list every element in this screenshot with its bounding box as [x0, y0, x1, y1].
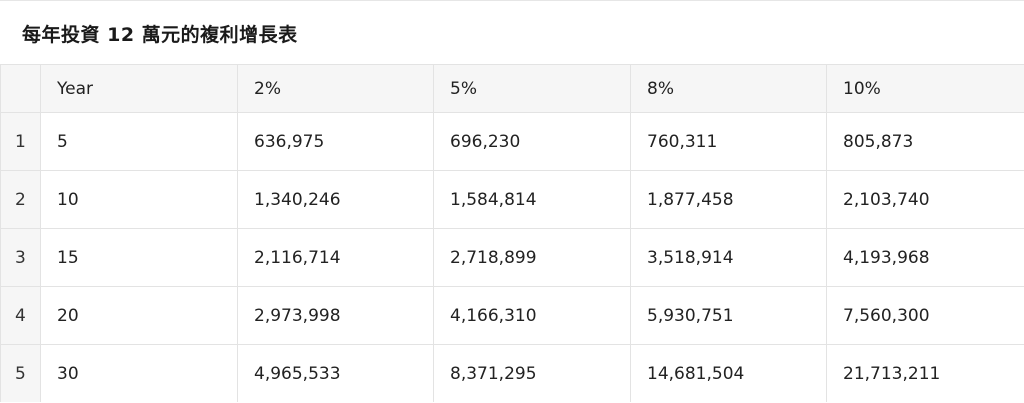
- cell-year[interactable]: 5: [40, 112, 238, 171]
- row-number: 1: [0, 112, 41, 171]
- cell-10-percent[interactable]: 7,560,300: [826, 286, 1024, 345]
- table-row: 3 15 2,116,714 2,718,899 3,518,914 4,193…: [0, 228, 1024, 287]
- row-number: 2: [0, 170, 41, 229]
- table-row: 2 10 1,340,246 1,584,814 1,877,458 2,103…: [0, 170, 1024, 229]
- column-header-year[interactable]: Year: [40, 64, 238, 113]
- row-number: 5: [0, 344, 41, 402]
- cell-10-percent[interactable]: 4,193,968: [826, 228, 1024, 287]
- cell-year[interactable]: 15: [40, 228, 238, 287]
- cell-5-percent[interactable]: 4,166,310: [433, 286, 631, 345]
- cell-5-percent[interactable]: 8,371,295: [433, 344, 631, 402]
- table-row: 1 5 636,975 696,230 760,311 805,873: [0, 112, 1024, 171]
- cell-8-percent[interactable]: 760,311: [630, 112, 827, 171]
- table-header-row: Year 2% 5% 8% 10%: [0, 64, 1024, 113]
- table-row: 4 20 2,973,998 4,166,310 5,930,751 7,560…: [0, 286, 1024, 345]
- table-title: 每年投資 12 萬元的複利增長表: [22, 24, 298, 46]
- cell-8-percent[interactable]: 1,877,458: [630, 170, 827, 229]
- table-title-bar: 每年投資 12 萬元的複利增長表: [0, 0, 1024, 64]
- cell-2-percent[interactable]: 2,116,714: [237, 228, 434, 287]
- cell-10-percent[interactable]: 21,713,211: [826, 344, 1024, 402]
- cell-2-percent[interactable]: 4,965,533: [237, 344, 434, 402]
- column-header-5-percent[interactable]: 5%: [433, 64, 631, 113]
- cell-2-percent[interactable]: 636,975: [237, 112, 434, 171]
- compound-growth-table: Year 2% 5% 8% 10% 1 5 636,975 696,230 76…: [0, 64, 1024, 402]
- cell-year[interactable]: 30: [40, 344, 238, 402]
- row-number-header: [0, 64, 41, 113]
- table-row: 5 30 4,965,533 8,371,295 14,681,504 21,7…: [0, 344, 1024, 402]
- cell-5-percent[interactable]: 696,230: [433, 112, 631, 171]
- cell-2-percent[interactable]: 1,340,246: [237, 170, 434, 229]
- column-header-2-percent[interactable]: 2%: [237, 64, 434, 113]
- cell-5-percent[interactable]: 2,718,899: [433, 228, 631, 287]
- cell-8-percent[interactable]: 3,518,914: [630, 228, 827, 287]
- column-header-8-percent[interactable]: 8%: [630, 64, 827, 113]
- cell-8-percent[interactable]: 14,681,504: [630, 344, 827, 402]
- cell-year[interactable]: 20: [40, 286, 238, 345]
- row-number: 4: [0, 286, 41, 345]
- cell-10-percent[interactable]: 2,103,740: [826, 170, 1024, 229]
- cell-10-percent[interactable]: 805,873: [826, 112, 1024, 171]
- cell-year[interactable]: 10: [40, 170, 238, 229]
- cell-2-percent[interactable]: 2,973,998: [237, 286, 434, 345]
- cell-5-percent[interactable]: 1,584,814: [433, 170, 631, 229]
- row-number: 3: [0, 228, 41, 287]
- column-header-10-percent[interactable]: 10%: [826, 64, 1024, 113]
- cell-8-percent[interactable]: 5,930,751: [630, 286, 827, 345]
